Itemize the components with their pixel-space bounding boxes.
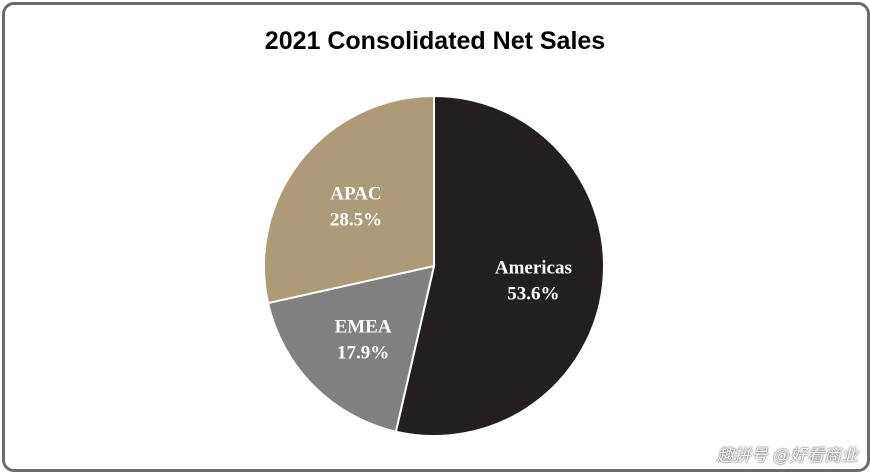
slice-value-apac: 28.5% (330, 209, 382, 230)
pie-slice-apac (263, 94, 435, 305)
watermark: 趣拼号 @好看商业 (716, 446, 858, 466)
slice-label-apac: APAC (330, 183, 381, 204)
slice-value-americas: 53.6% (507, 283, 559, 304)
pie-slice-americas (394, 94, 605, 437)
chart-title: 2021 Consolidated Net Sales (264, 27, 606, 55)
slice-label-americas: Americas (495, 257, 572, 278)
pie-slice-emea (266, 264, 436, 433)
slice-value-emea: 17.9% (337, 342, 389, 363)
slice-label-emea: EMEA (335, 316, 392, 337)
